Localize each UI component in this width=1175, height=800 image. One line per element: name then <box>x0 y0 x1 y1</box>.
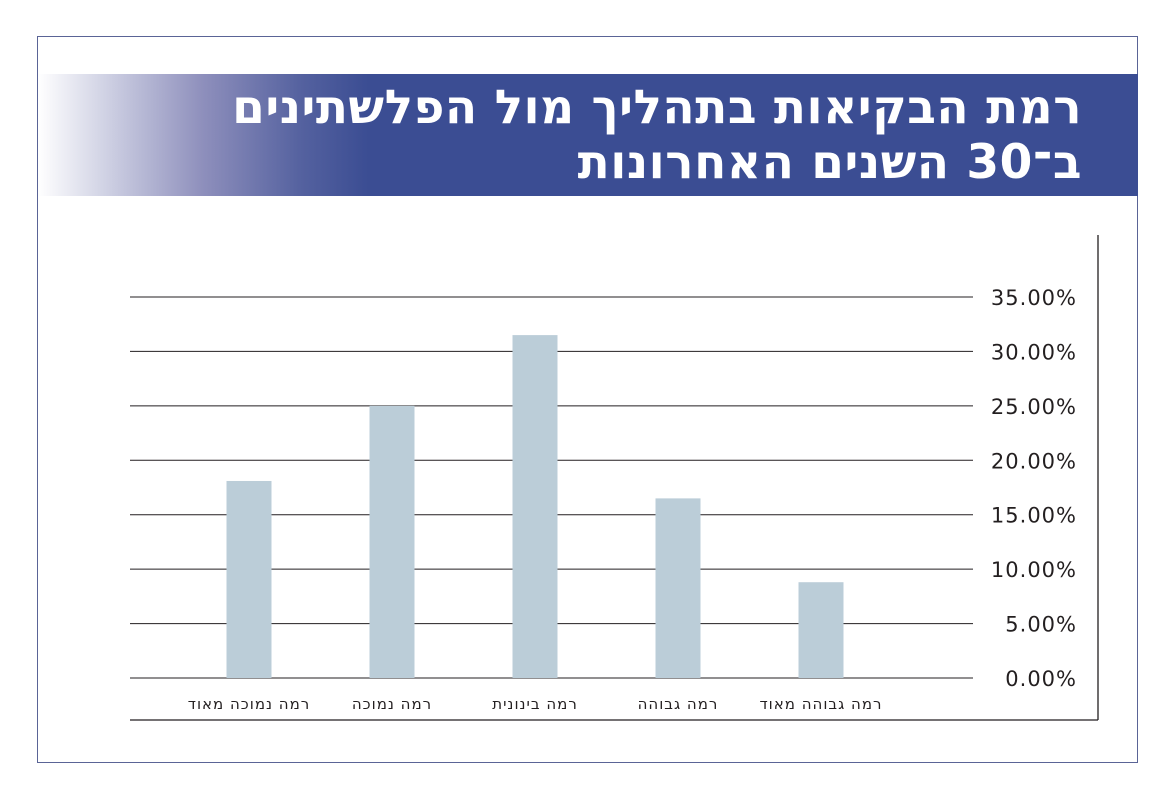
y-tick-label: 5.00% <box>1005 613 1077 637</box>
x-category-label: רמה בינונית <box>492 695 578 713</box>
y-tick-label: 15.00% <box>991 504 1077 528</box>
y-tick-label: 25.00% <box>991 395 1077 419</box>
title-band: רמת הבקיאות בתהליך מול הפלשתינים ב־30 הש… <box>38 74 1138 196</box>
bar <box>226 480 272 678</box>
chart-title-line-1: רמת הבקיאות בתהליך מול הפלשתינים <box>232 80 1082 135</box>
y-tick-label: 0.00% <box>1005 667 1077 691</box>
y-tick-label: 30.00% <box>991 340 1077 364</box>
x-category-label: רמה נמוכה <box>352 695 432 713</box>
x-category-labels: רמה גבוהה מאוד רמה גבוהה רמה בינונית רמה נמ… <box>188 695 883 713</box>
bar <box>655 498 701 678</box>
x-category-label: רמה נמוכה מאוד <box>188 695 311 713</box>
y-tick-label: 10.00% <box>991 558 1077 582</box>
bar <box>512 335 558 678</box>
y-tick-label: 20.00% <box>991 449 1077 473</box>
chart-frame <box>37 36 1138 763</box>
bar <box>369 405 415 678</box>
bar <box>798 582 844 678</box>
bars <box>226 335 844 678</box>
axes <box>130 235 1099 721</box>
chart-title-line-2: ב־30 השנים האחרונות <box>577 135 1082 190</box>
y-tick-label: 35.00% <box>991 286 1077 310</box>
chart-title: רמת הבקיאות בתהליך מול הפלשתינים ב־30 הש… <box>232 80 1082 190</box>
x-category-label: רמה גבוהה מאוד <box>759 695 882 713</box>
y-tick-labels: 0.00% 5.00% 10.00% 15.00% 20.00% 25.00% 30.00%… <box>991 286 1077 691</box>
x-category-label: רמה גבוהה <box>638 695 719 713</box>
